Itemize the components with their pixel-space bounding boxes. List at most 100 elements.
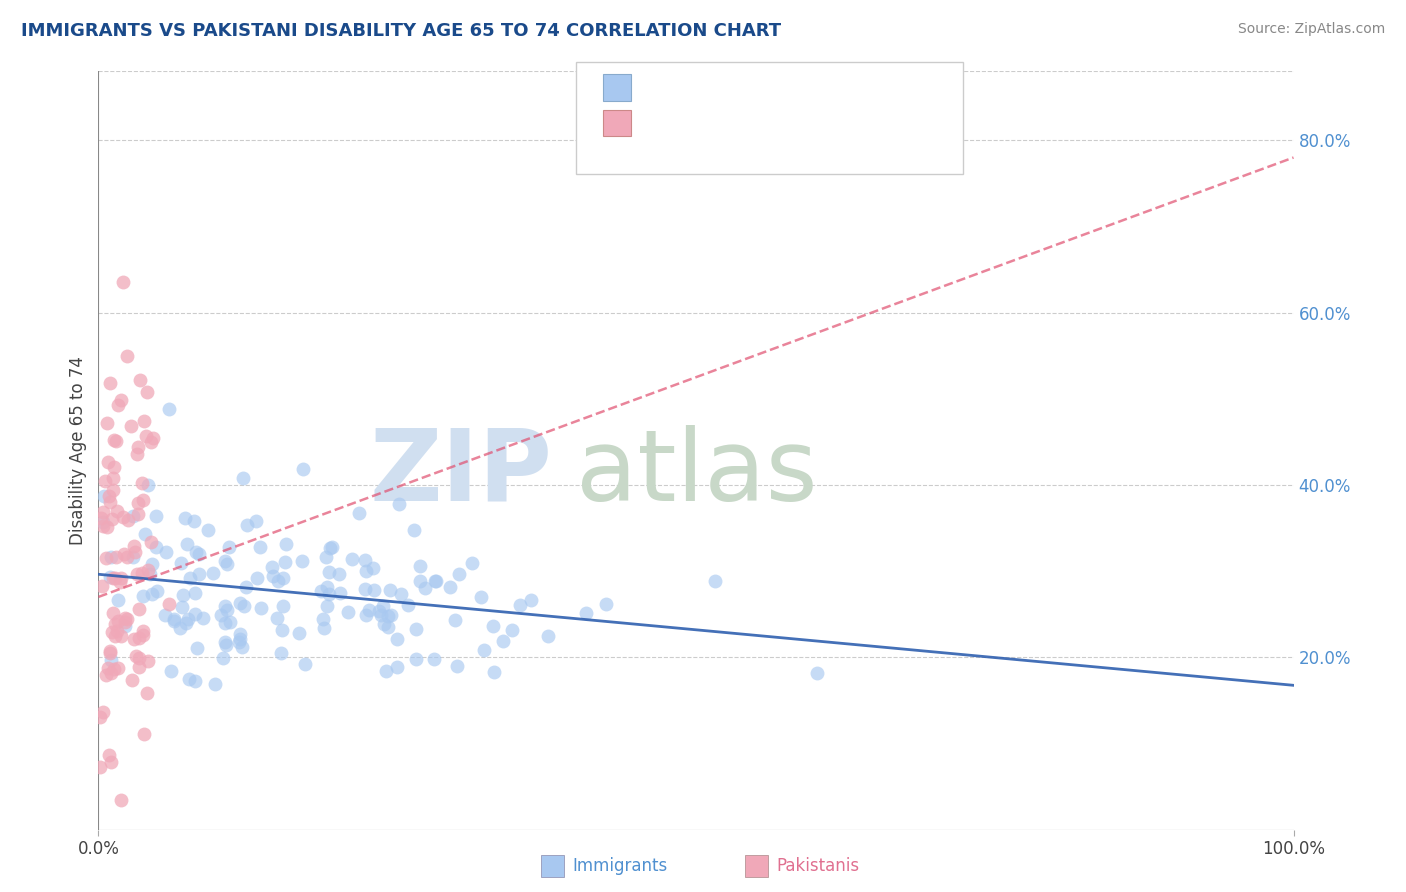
Point [184,607,207,621]
Text: 0.133: 0.133 [685,114,741,132]
Point [174,615,197,630]
Point [110,629,132,643]
Point [214,635,236,649]
Point [271,599,294,613]
Point [501,624,523,638]
Point [117,349,139,363]
Point [104,571,127,585]
Point [105,504,128,518]
Point [121,673,143,687]
Text: N =: N = [765,78,799,96]
Point [103,434,125,448]
Point [574,607,596,621]
Point [380,608,402,623]
Point [461,556,484,570]
Text: R =: R = [645,78,679,96]
Point [170,600,193,615]
Point [388,497,411,511]
Point [142,431,165,445]
Point [218,540,240,554]
Point [405,652,427,666]
Point [97,455,120,469]
Point [111,276,134,290]
Point [413,582,436,596]
Point [447,567,470,582]
Point [472,643,495,657]
Point [145,541,167,555]
Point [120,418,142,433]
Point [294,657,316,672]
Point [363,582,385,597]
Text: Pakistanis: Pakistanis [776,857,859,875]
Point [484,665,506,680]
Point [229,632,252,647]
Point [537,629,560,643]
Point [232,599,254,614]
Point [115,550,138,565]
Point [321,540,343,554]
Point [291,462,314,476]
Point [139,566,162,581]
Point [114,619,136,633]
Text: N =: N = [765,114,799,132]
Point [117,513,139,527]
Point [110,792,132,806]
Point [155,545,177,559]
Point [89,710,111,724]
Point [359,603,381,617]
Point [93,705,115,719]
Point [236,518,259,533]
Point [211,651,233,665]
Point [188,547,211,561]
Point [127,507,149,521]
Point [138,563,160,577]
Point [131,475,153,490]
Point [101,624,124,639]
Point [353,582,375,596]
Point [107,398,129,412]
Point [132,624,155,638]
Point [160,664,183,678]
Text: IMMIGRANTS VS PAKISTANI DISABILITY AGE 65 TO 74 CORRELATION CHART: IMMIGRANTS VS PAKISTANI DISABILITY AGE 6… [21,22,782,40]
Point [250,600,273,615]
Point [97,747,120,762]
Point [328,567,350,582]
Point [444,613,467,627]
Point [93,519,115,533]
Point [246,571,269,585]
Point [124,545,146,559]
Point [103,662,125,676]
Point [176,537,198,551]
Point [274,555,297,569]
Point [425,574,447,588]
Point [470,590,492,604]
Point [214,616,236,631]
Point [129,373,152,387]
Point [318,566,340,580]
Point [184,586,207,600]
Point [163,614,186,628]
Point [136,385,159,400]
Point [172,588,194,602]
Point [141,587,163,601]
Point [122,550,145,565]
Point [228,627,250,641]
Point [439,580,461,594]
Point [97,489,120,503]
Point [271,623,294,637]
Point [214,554,236,568]
Point [128,650,150,665]
Point [409,574,432,589]
Point [217,603,239,617]
Point [373,617,395,632]
Point [122,540,145,554]
Point [103,629,125,643]
Point [232,471,254,485]
Point [127,496,149,510]
Point [97,661,120,675]
Point [354,564,377,578]
Point [368,604,391,618]
Point [131,566,153,581]
Point [177,612,200,626]
Point [191,611,214,625]
